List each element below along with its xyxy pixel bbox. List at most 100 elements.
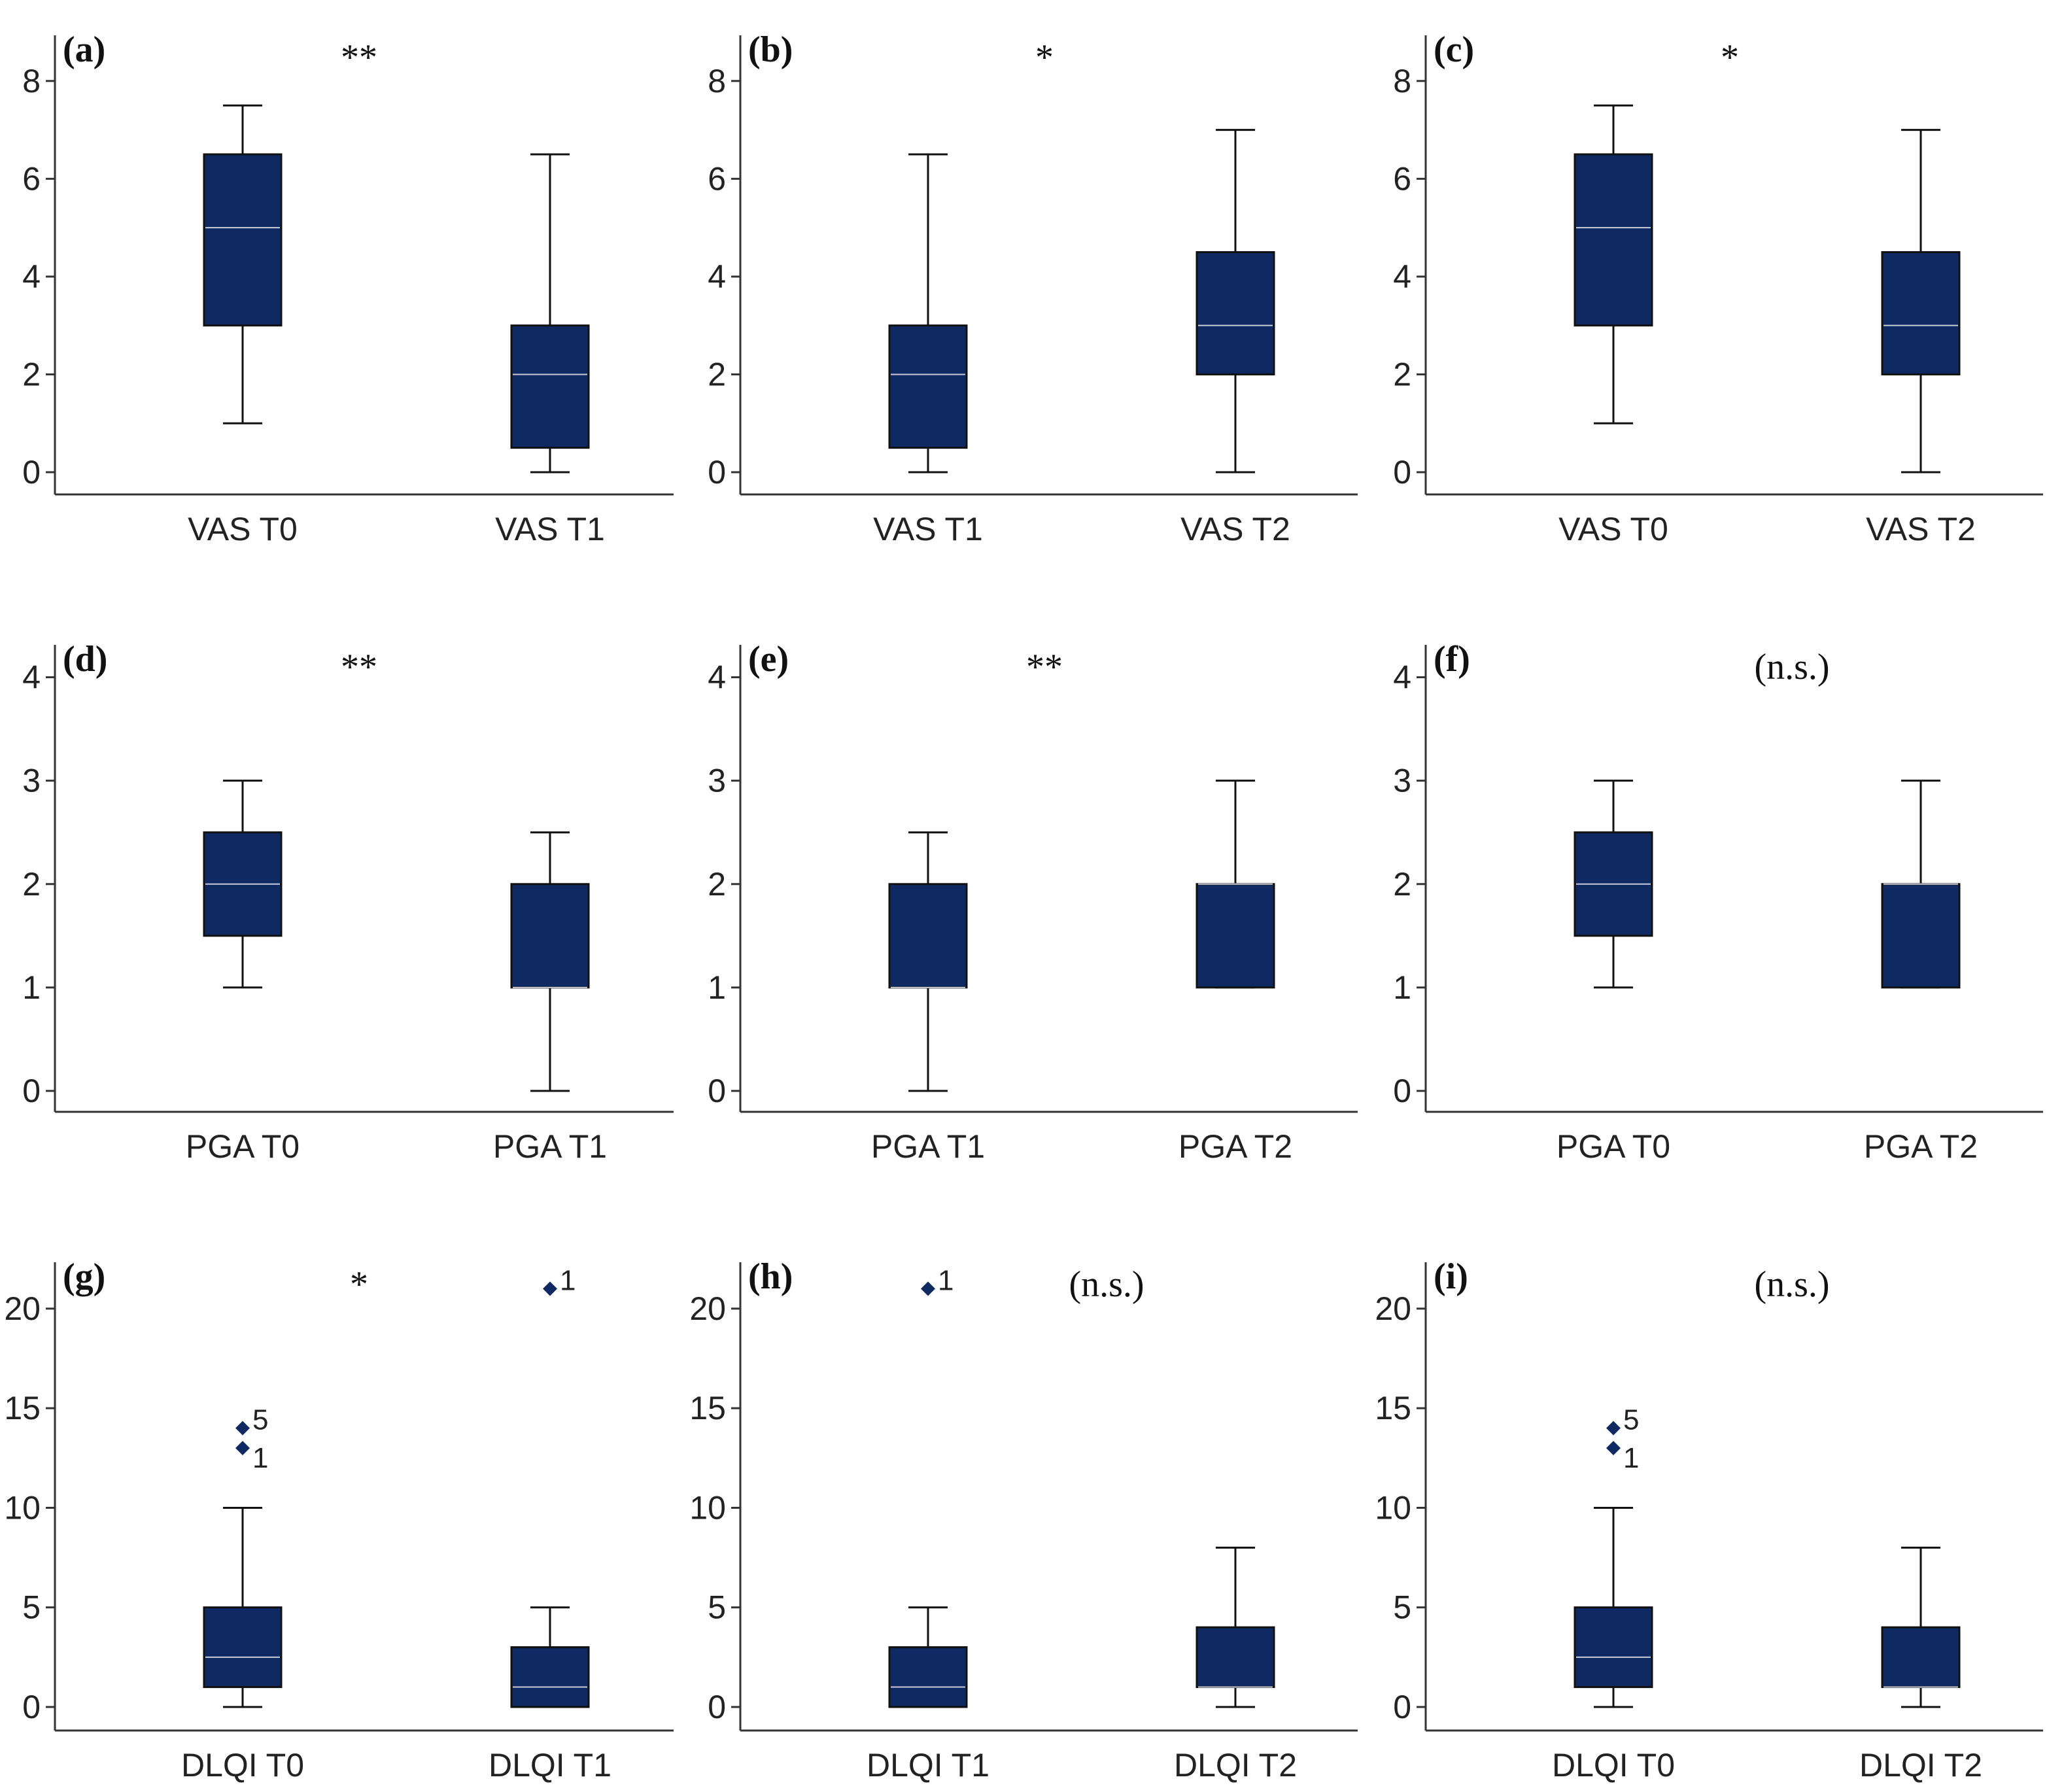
box-dlqi-t2: DLQI T2	[1174, 1546, 1297, 1783]
outlier-point	[543, 1281, 557, 1296]
box-dlqi-t1: 1 DLQI T1	[489, 1264, 611, 1783]
y-tick-label: 6	[22, 160, 41, 197]
y-tick-label: 8	[708, 63, 726, 99]
outlier-point	[235, 1421, 250, 1436]
iqr-box	[1195, 251, 1275, 375]
panel-label: (a)	[63, 29, 105, 70]
y-tick-label: 15	[689, 1390, 726, 1426]
box-vas-t0: VAS T0	[188, 104, 298, 547]
significance-marker: *	[1721, 37, 1739, 78]
box-dlqi-t2: DLQI T2	[1859, 1546, 1982, 1783]
y-tick-label: 4	[708, 258, 726, 295]
outlier-label: 1	[938, 1264, 954, 1296]
iqr-box	[1574, 1606, 1653, 1689]
panel-b: 0 2 4 6 8 (b) * VAS T1 VAS T2	[708, 29, 1358, 547]
category-label: VAS T2	[1866, 511, 1976, 547]
outlier-point	[1606, 1421, 1621, 1436]
box-pga-t0: PGA T0	[1557, 780, 1670, 1165]
iqr-box	[1881, 883, 1961, 989]
outlier-label: 1	[252, 1442, 268, 1474]
category-label: PGA T1	[871, 1128, 985, 1165]
y-tick-label: 4	[22, 659, 41, 696]
panel-a: 0 2 4 6 8 (a) ** VAS T0 VAS T1	[22, 29, 674, 547]
iqr-box	[888, 1646, 968, 1708]
category-label: PGA T0	[186, 1128, 300, 1165]
y-tick-label: 8	[1393, 63, 1411, 99]
category-label: PGA T1	[493, 1128, 607, 1165]
y-tick-label: 0	[22, 1073, 41, 1109]
iqr-box	[203, 1606, 283, 1689]
y-tick-label: 4	[1393, 659, 1411, 696]
y-tick-label: 4	[1393, 258, 1411, 295]
y-tick-label: 2	[1393, 356, 1411, 392]
y-tick-label: 6	[708, 160, 726, 197]
category-label: DLQI T0	[181, 1747, 304, 1783]
category-label: DLQI T1	[867, 1747, 989, 1783]
category-label: VAS T2	[1180, 511, 1290, 547]
significance-marker: **	[341, 37, 377, 78]
y-tick-label: 6	[1393, 160, 1411, 197]
category-label: DLQI T0	[1552, 1747, 1675, 1783]
box-vas-t1: VAS T1	[495, 153, 605, 547]
y-tick-label: 2	[22, 356, 41, 392]
category-label: VAS T0	[1558, 511, 1668, 547]
y-tick-label: 4	[22, 258, 41, 295]
box-dlqi-t0: 5 1 DLQI T0	[1552, 1404, 1675, 1783]
y-tick-label: 3	[1393, 763, 1411, 799]
y-tick-label: 4	[708, 659, 726, 696]
box-vas-t0: VAS T0	[1558, 104, 1668, 547]
panel-label: (g)	[63, 1256, 105, 1297]
box-pga-t0: PGA T0	[186, 780, 300, 1165]
y-tick-label: 2	[708, 356, 726, 392]
box-pga-t2: PGA T2	[1864, 780, 1978, 1165]
iqr-box	[1195, 883, 1275, 989]
y-tick-label: 3	[708, 763, 726, 799]
category-label: DLQI T2	[1859, 1747, 1982, 1783]
box-pga-t2: PGA T2	[1178, 780, 1292, 1165]
iqr-box	[203, 153, 283, 327]
panel-d: 0 1 2 3 4 (d) ** PGA T0 PGA T1	[22, 639, 674, 1165]
panel-label: (e)	[748, 639, 789, 680]
y-tick-label: 20	[1375, 1290, 1411, 1327]
y-tick-label: 0	[708, 1073, 726, 1109]
category-label: VAS T1	[495, 511, 605, 547]
y-tick-label: 0	[708, 454, 726, 491]
outlier-label: 5	[252, 1404, 268, 1436]
box-pga-t1: PGA T1	[871, 831, 985, 1165]
y-tick-label: 10	[1375, 1489, 1411, 1526]
significance-marker: **	[1026, 647, 1063, 687]
category-label: VAS T0	[188, 511, 298, 547]
iqr-box	[510, 883, 590, 989]
y-tick-label: 8	[22, 63, 41, 99]
box-vas-t2: VAS T2	[1180, 129, 1290, 547]
panel-label: (b)	[748, 29, 793, 70]
panel-h: 0 5 10 15 20 (h) (n.s.) 1 DLQI T1 DLQI T2	[689, 1256, 1358, 1783]
box-vas-t1: VAS T1	[873, 153, 983, 547]
box-dlqi-t1: 1 DLQI T1	[867, 1264, 989, 1783]
panel-label: (i)	[1434, 1256, 1468, 1297]
outlier-point	[921, 1281, 935, 1296]
y-tick-label: 3	[22, 763, 41, 799]
y-tick-label: 0	[22, 1689, 41, 1725]
box-pga-t1: PGA T1	[493, 831, 607, 1165]
outlier-point	[235, 1441, 250, 1456]
iqr-box	[1195, 1626, 1275, 1689]
category-label: PGA T0	[1557, 1128, 1670, 1165]
category-label: DLQI T2	[1174, 1747, 1297, 1783]
panel-e: 0 1 2 3 4 (e) ** PGA T1 PGA T2	[708, 639, 1358, 1165]
iqr-box	[510, 1646, 590, 1708]
iqr-box	[888, 324, 968, 449]
y-tick-label: 20	[689, 1290, 726, 1327]
outlier-point	[1606, 1441, 1621, 1456]
iqr-box	[1881, 1626, 1961, 1689]
panel-label: (c)	[1434, 29, 1474, 70]
panel-g: 0 5 10 15 20 (g) * 5 1 DLQI T0 1 DLQI T1	[4, 1256, 674, 1783]
outlier-label: 1	[1623, 1442, 1639, 1474]
y-tick-label: 0	[708, 1689, 726, 1725]
iqr-box	[1881, 251, 1961, 375]
iqr-box	[888, 883, 968, 989]
iqr-box	[1574, 153, 1653, 327]
category-label: PGA T2	[1178, 1128, 1292, 1165]
significance-marker: (n.s.)	[1754, 647, 1829, 687]
y-tick-label: 5	[1393, 1589, 1411, 1626]
